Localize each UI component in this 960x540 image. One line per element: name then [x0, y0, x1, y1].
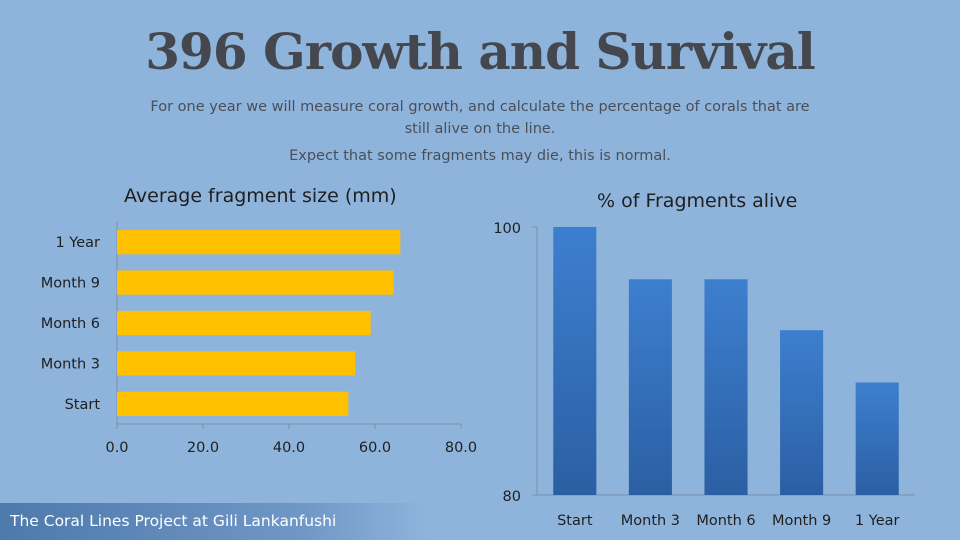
fragment-size-chart-title: Average fragment size (mm): [124, 185, 397, 207]
slide-subtitle: For one year we will measure coral growt…: [150, 96, 810, 140]
fragment-size-bar: [117, 270, 394, 295]
fragments-alive-category-label: Start: [557, 513, 593, 529]
fragment-size-x-tick-label: 40.0: [273, 440, 305, 456]
fragment-size-x-tick-label: 0.0: [105, 440, 128, 456]
fragments-alive-y-tick-label: 100: [493, 221, 521, 237]
fragments-alive-category-label: Month 6: [696, 513, 755, 529]
fragment-size-bar: [117, 310, 371, 336]
fragments-alive-chart-title: % of Fragments alive: [597, 190, 798, 212]
fragments-alive-category-label: Month 9: [772, 513, 831, 529]
fragments-alive-category-label: 1 Year: [855, 513, 900, 529]
fragment-size-x-tick-label: 20.0: [187, 440, 219, 456]
fragment-size-x-tick-label: 60.0: [359, 440, 391, 456]
fragments-alive-column: [553, 227, 597, 495]
footer-banner: The Coral Lines Project at Gili Lankanfu…: [0, 503, 430, 540]
subtitle-note: Expect that some fragments may die, this…: [289, 148, 671, 164]
fragment-size-bar: [117, 351, 356, 376]
slide-title: 396 Growth and Survival: [145, 22, 815, 81]
fragment-size-category-label: 1 Year: [55, 235, 100, 251]
fragments-alive-column: [780, 330, 824, 495]
fragment-size-category-label: Start: [65, 397, 101, 413]
subtitle-line-2: still alive on the line.: [404, 121, 556, 137]
footer-text: The Coral Lines Project at Gili Lankanfu…: [10, 512, 337, 530]
fragments-alive-category-label: Month 3: [621, 513, 680, 529]
fragment-size-bar: [117, 391, 349, 416]
fragments-alive-column: [855, 382, 899, 495]
fragments-alive-column: [704, 279, 748, 495]
fragment-size-bar: [117, 230, 401, 255]
fragment-size-category-label: Month 6: [41, 316, 100, 332]
fragments-alive-column: [628, 279, 672, 495]
fragment-size-category-label: Month 3: [41, 356, 100, 372]
subtitle-line-1: For one year we will measure coral growt…: [150, 99, 810, 115]
fragment-size-x-tick-label: 80.0: [445, 440, 477, 456]
fragment-size-category-label: Month 9: [41, 276, 100, 292]
fragments-alive-y-tick-label: 80: [503, 489, 521, 505]
